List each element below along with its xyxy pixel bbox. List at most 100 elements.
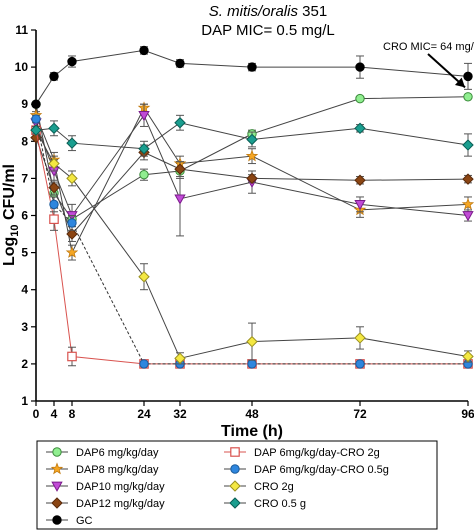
legend-item-4: GC [46,515,93,527]
series-2 [30,103,474,237]
data-point [462,350,474,363]
x-tick-label: 8 [69,407,76,421]
data-point [48,157,60,170]
legend-marker [230,447,240,457]
annotation-layer [427,53,466,89]
data-point [462,173,474,185]
data-point [247,359,257,369]
legend-marker [50,462,64,475]
y-tick-label: 11 [15,23,28,37]
data-point [66,228,78,240]
y-tick-label: 2 [21,357,28,371]
legend-marker [230,464,240,474]
legend-label: DAP12 mg/kg/day [76,498,165,510]
y-axis-title-suffix: CFU/ml [1,164,18,224]
data-point [66,137,78,149]
data-point [462,139,474,151]
legend-label: DAP8 mg/kg/day [76,464,159,476]
data-point [65,246,79,258]
legend-label: DAP10 mg/kg/day [76,481,165,493]
data-point [175,58,185,69]
series-line [35,96,469,220]
y-tick-label: 1 [21,394,28,408]
y-axis-title: Log10 CFU/ml [1,164,21,266]
y-tick-label: 6 [21,209,28,223]
data-point [67,56,77,67]
series-line [35,49,469,105]
data-point [174,194,186,205]
data-point [355,93,365,104]
data-point [138,110,150,122]
legend-label: CRO 2g [254,481,294,493]
data-point [31,114,41,124]
data-point [49,214,59,225]
series-line [35,130,468,365]
y-tick-label: 8 [21,134,28,148]
y-tick-label: 10 [15,60,29,74]
x-tick-label: 32 [173,407,187,421]
legend-label: DAP6 mg/kg/day [76,447,159,459]
y-tick-label: 7 [21,171,28,185]
title-strain: 351 [298,3,327,20]
legend-item-5: DAP 6mg/kg/day-CRO 2g [224,447,380,459]
data-point [30,124,42,136]
data-point [48,122,60,135]
x-tick-label: 48 [245,407,259,421]
y-tick-label: 9 [21,97,28,111]
chart-title-line2: DAP MIC= 0.5 mg/L [201,22,335,39]
data-point [138,142,150,155]
data-point [247,62,257,72]
legend-marker [52,447,62,457]
legend-marker [51,497,63,509]
data-point [246,335,258,348]
chart-title-line1: S. mitis/oralis 351 [209,3,327,20]
data-point [463,71,473,82]
data-point [354,174,366,187]
series-8 [30,114,474,157]
data-point [139,45,149,56]
data-point [67,351,77,362]
data-point [246,133,258,146]
data-point [462,211,474,222]
legend-marker [52,515,62,525]
legend-item-6: DAP 6mg/kg/day-CRO 0.5g [224,464,389,476]
legend-item-7: CRO 2g [224,480,294,493]
data-point [31,99,41,109]
data-point [246,172,258,185]
title-organism: S. mitis/oralis [209,3,299,20]
x-tick-label: 4 [51,407,58,421]
legend-label: DAP 6mg/kg/day-CRO 2g [254,447,380,459]
legend-marker [229,497,241,509]
legend-item-0: DAP6 mg/kg/day [46,447,159,459]
series-4 [31,45,473,109]
data-point [355,359,365,369]
data-point [174,163,186,175]
legend-item-3: DAP12 mg/kg/day [46,497,165,510]
annotation-cro-mic: CRO MIC= 64 mg/L [383,41,474,53]
data-point [174,117,186,129]
data-point [355,62,365,72]
legend-label: CRO 0.5 g [254,498,306,510]
legend-item-2: DAP10 mg/kg/day [46,481,165,493]
legend-item-1: DAP8 mg/kg/day [46,462,159,476]
data-point [67,218,77,228]
y-tick-label: 3 [21,320,28,334]
data-point [49,71,59,82]
legend-items: DAP6 mg/kg/day DAP8 mg/kg/day DAP10 mg/kg/… [46,447,389,527]
data-point [49,199,59,210]
data-point [463,92,473,102]
y-tick-label: 5 [21,246,28,260]
legend-marker [51,481,63,492]
legend-label: DAP 6mg/kg/day-CRO 0.5g [254,464,389,476]
series-layer [29,45,474,369]
data-point [354,332,366,344]
data-point [245,149,259,162]
x-tick-label: 96 [461,407,474,421]
y-axis-title-subscript: 10 [9,224,21,236]
series-line [35,114,469,217]
x-tick-label: 72 [353,407,367,421]
data-point [139,169,149,180]
